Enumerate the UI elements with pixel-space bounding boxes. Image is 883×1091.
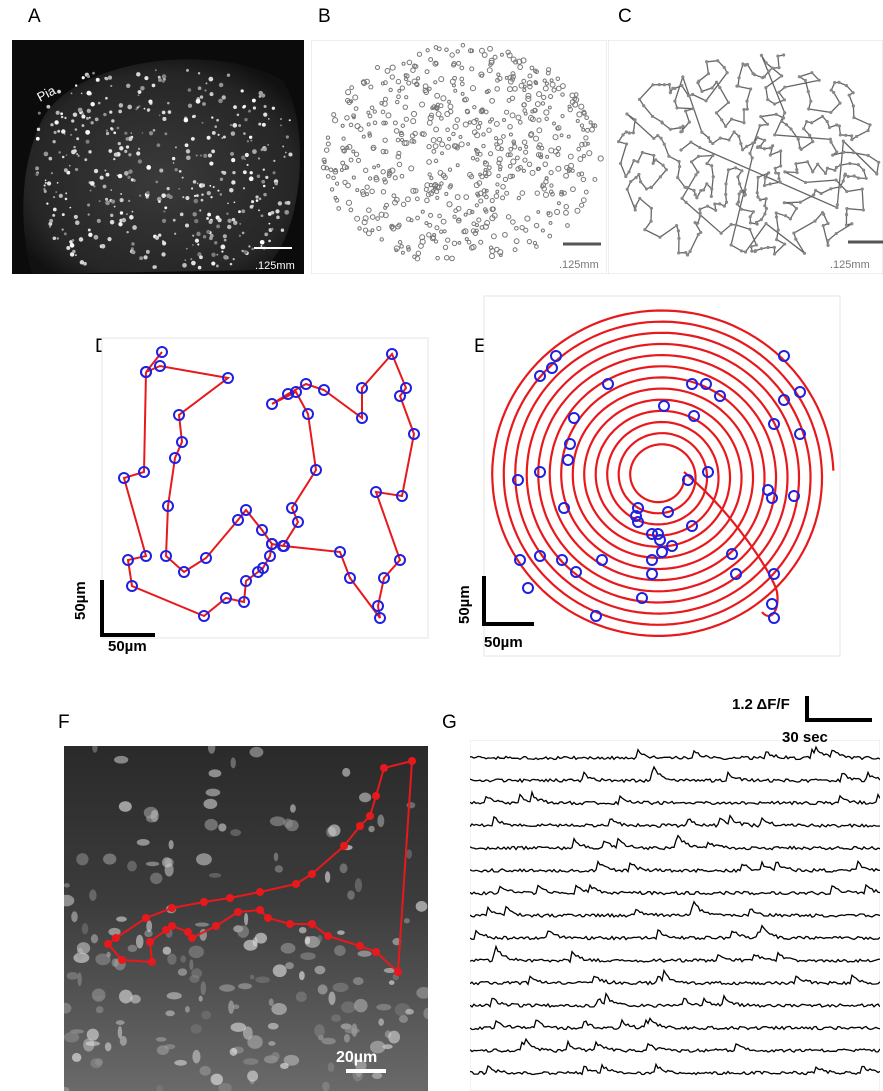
panel-e-scale-horizontal: 50µm: [484, 634, 523, 651]
panel-b-scale-label: .125mm: [559, 259, 599, 271]
panel-g-traces: [470, 740, 880, 1091]
panel-letter-f: F: [58, 712, 70, 733]
panel-e-scale-vertical: 50µm: [456, 585, 473, 624]
panel-letter-a: A: [28, 6, 41, 27]
panel-g-scale-y: 1.2 ΔF/F: [732, 696, 790, 713]
panel-letter-g: G: [442, 712, 457, 733]
panel-letter-c: C: [618, 6, 632, 27]
panel-c-scan-path: .125mm: [608, 40, 883, 274]
panel-f-scale-label: 20µm: [336, 1049, 377, 1066]
panel-a-scale-label: .125mm: [255, 260, 295, 272]
panel-c-scale-label: .125mm: [830, 259, 870, 271]
panel-d-scale-vertical: 50µm: [72, 581, 89, 620]
panel-e-spiral: [462, 292, 842, 662]
panel-g-scale-bar: [805, 696, 872, 722]
panel-letter-b: B: [318, 6, 331, 27]
panel-d-path: [80, 330, 430, 660]
panel-d-scale-horizontal: 50µm: [108, 638, 147, 655]
panel-a-image: .125mm Pia: [12, 40, 304, 274]
panel-b-cell-map: .125mm: [311, 40, 607, 274]
panel-g-scale-x: 30 sec: [782, 729, 828, 746]
panel-f-image: 20µm: [64, 746, 428, 1091]
